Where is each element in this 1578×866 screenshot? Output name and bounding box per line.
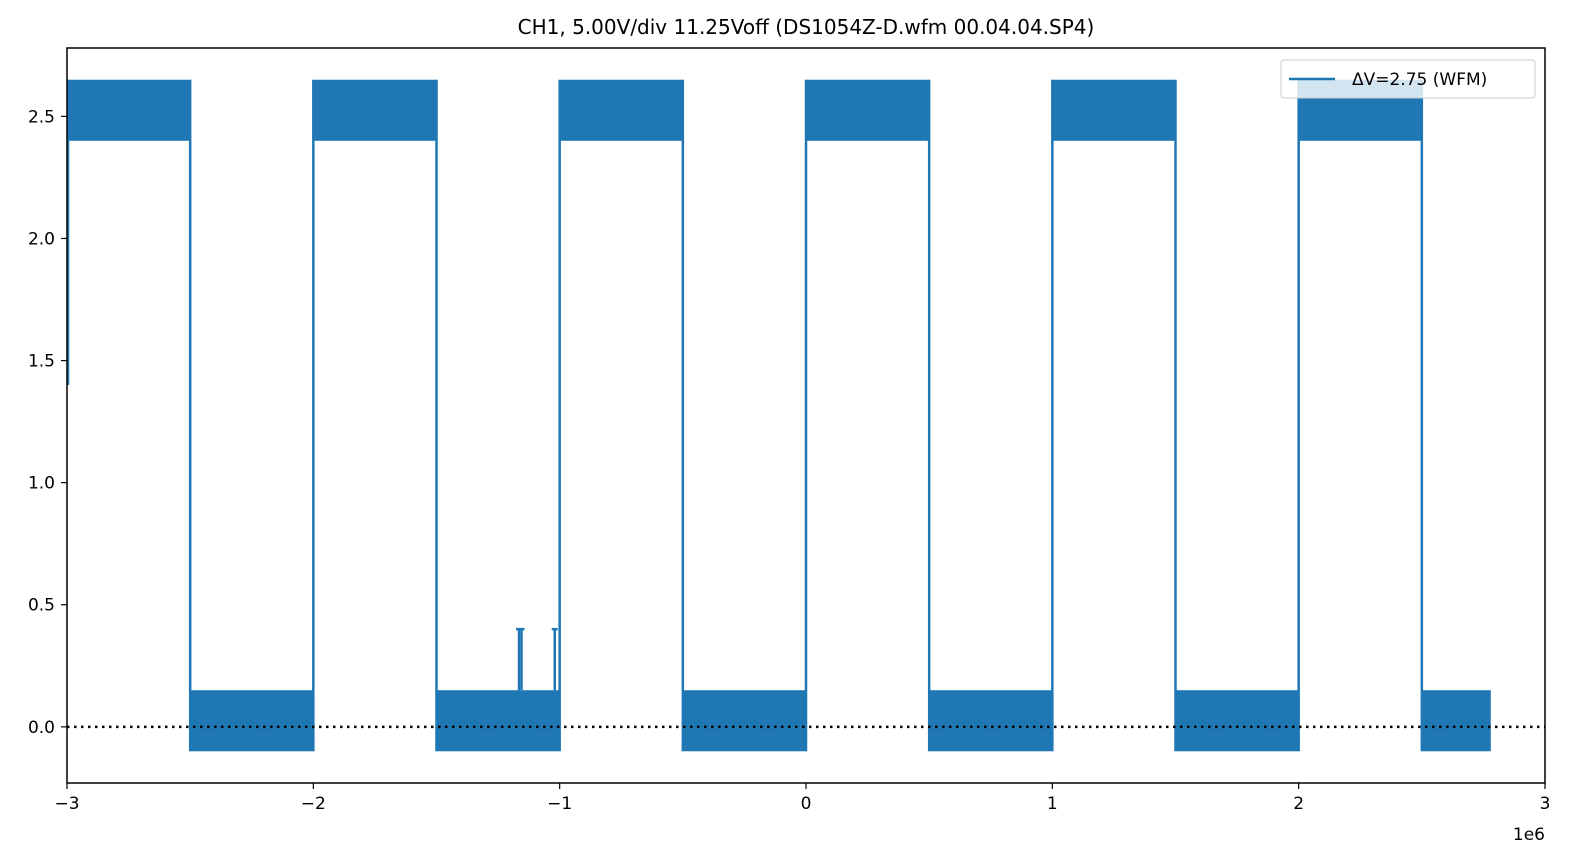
x-tick-label: −3 bbox=[54, 794, 79, 814]
series-segment-high-4 bbox=[559, 79, 683, 141]
y-tick-label: 0.0 bbox=[28, 718, 55, 738]
plot-area bbox=[66, 47, 1546, 784]
series-segment-low-1 bbox=[190, 690, 314, 752]
series-segment-low-3 bbox=[436, 690, 560, 752]
series-segment-high-6 bbox=[806, 79, 930, 141]
x-axis: −3 −2 −1 0 1 2 3 bbox=[54, 783, 1550, 814]
series-segment-low-11 bbox=[1421, 690, 1491, 752]
legend-box bbox=[1280, 59, 1536, 99]
legend: ΔV=2.75 (WFM) bbox=[1280, 59, 1536, 99]
series-segment-low-7 bbox=[929, 690, 1053, 752]
x-tick-label: −1 bbox=[547, 794, 572, 814]
x-tick-label: 2 bbox=[1293, 794, 1304, 814]
x-tick-label: 0 bbox=[801, 794, 812, 814]
legend-label: ΔV=2.75 (WFM) bbox=[1352, 70, 1487, 90]
y-tick-label: 0.5 bbox=[28, 596, 55, 616]
series-segment-low-5 bbox=[682, 690, 806, 752]
series-segment-high-0 bbox=[67, 79, 191, 141]
x-tick-label: 3 bbox=[1540, 794, 1551, 814]
y-tick-label: 2.5 bbox=[28, 107, 55, 127]
y-axis: 0.0 0.5 1.0 1.5 2.0 2.5 bbox=[28, 107, 67, 738]
y-tick-label: 1.0 bbox=[28, 474, 55, 494]
x-tick-label: 1 bbox=[1047, 794, 1058, 814]
x-tick-label: −2 bbox=[301, 794, 326, 814]
chart-title: CH1, 5.00V/div 11.25Voff (DS1054Z-D.wfm … bbox=[518, 15, 1095, 39]
y-tick-label: 1.5 bbox=[28, 352, 55, 372]
y-tick-label: 2.0 bbox=[28, 229, 55, 249]
series-segment-low-9 bbox=[1175, 690, 1299, 752]
series-segment-high-8 bbox=[1052, 79, 1176, 141]
series-segment-high-2 bbox=[313, 79, 437, 141]
x-axis-offset-label: 1e6 bbox=[1513, 825, 1545, 845]
